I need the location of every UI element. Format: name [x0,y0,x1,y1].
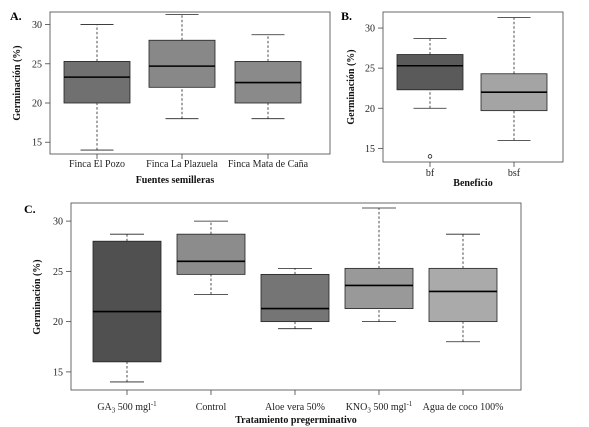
iqr-box [344,267,414,309]
box-2 [480,17,548,141]
y-tick-label: 25 [53,267,63,278]
panel-c: C. Germinación (%) Tratamiento pregermin… [24,202,522,426]
panel-c-ylabel: Germinación (%) [32,259,43,334]
panel-c-label: C. [24,202,36,216]
iqr-box [260,273,330,323]
panel-a: A. Germinación (%) Fuentes semilleras 15… [10,9,331,186]
x-tick-label: Finca Mata de Caña [228,159,309,170]
box-1 [63,24,131,151]
y-tick-label: 15 [53,367,63,378]
x-tick-label: Finca El Pozo [69,159,125,170]
box-3 [260,267,330,330]
iqr-box [148,39,216,88]
panel-b-label: B. [341,9,352,23]
box-1 [92,233,162,383]
iqr-box [396,54,464,91]
y-tick-label: 30 [365,24,375,35]
y-tick-label: 20 [53,317,63,328]
y-tick-label: 30 [53,217,63,228]
x-tick-label: bsf [508,168,521,179]
panel-a-label: A. [10,9,22,23]
panel-b-ylabel: Germinación (%) [346,49,357,124]
box-3 [234,34,302,120]
x-tick-label: KNO3 500 mgl-1 [346,400,413,415]
y-tick-label: 30 [32,20,42,31]
iqr-box [92,240,162,363]
panel-c-frame [70,202,522,391]
panel-a-frame [49,11,331,155]
box-4 [344,207,414,323]
x-tick-label: Finca La Plazuela [146,159,218,170]
box-2 [176,220,246,295]
y-tick-label: 15 [32,138,42,149]
iqr-box [428,267,498,323]
box-2 [148,13,216,120]
x-tick-label: GA3 500 mgl-1 [97,400,157,415]
box-5 [428,233,498,343]
panel-b-frame [382,11,564,163]
x-tick-label: Aloe vera 50% [265,402,325,413]
box-1 [396,38,464,159]
y-tick-label: 25 [365,64,375,75]
y-tick-label: 20 [32,99,42,110]
outlier-point [427,154,433,159]
y-tick-label: 20 [365,104,375,115]
y-tick-label: 25 [32,59,42,70]
x-tick-label: bf [426,168,435,179]
panel-b: B. Germinación (%) Beneficio 15 20 25 30 bf b… [341,9,564,189]
iqr-box [63,61,131,104]
x-tick-label: Control [196,402,227,413]
y-tick-label: 15 [365,144,375,155]
panel-a-xlabel: Fuentes semilleras [136,175,215,186]
panel-a-ylabel: Germinación (%) [12,45,23,120]
panel-c-xlabel: Tratamiento pregerminativo [235,415,357,426]
panel-b-xlabel: Beneficio [453,178,492,189]
iqr-box [176,233,246,275]
x-tick-label: Agua de coco 100% [423,402,504,413]
